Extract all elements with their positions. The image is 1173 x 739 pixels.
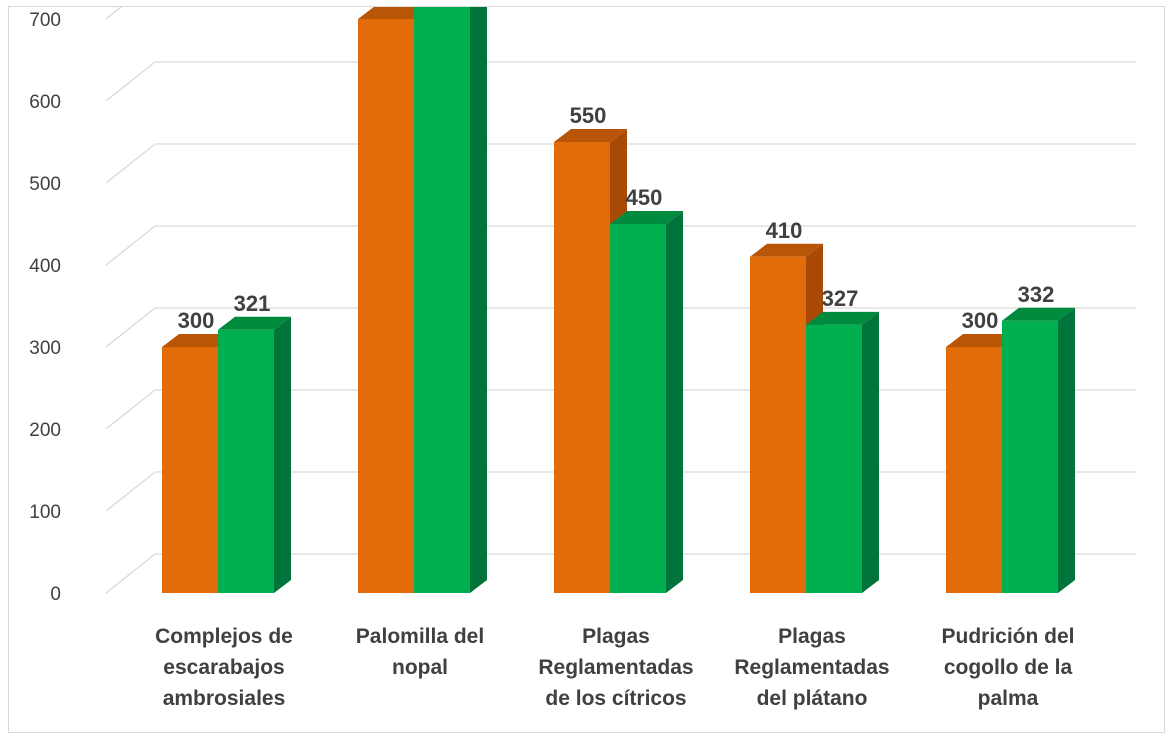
category-label-line: Plagas: [582, 625, 650, 648]
data-label: 300: [962, 308, 999, 333]
bar-side: [470, 7, 487, 593]
category-label: Pudrición del cogollo de la palma: [918, 621, 1098, 714]
bar-side: [274, 316, 291, 593]
y-tick-label: 500: [29, 174, 61, 195]
bar-top: [218, 316, 291, 330]
data-label: 410: [766, 218, 803, 243]
data-label: 550: [570, 103, 607, 128]
data-label: 321: [234, 291, 271, 316]
chart-plot: 0100200300400500600700800300321700732550…: [29, 7, 1136, 605]
bar: [414, 7, 470, 593]
gridline: [105, 143, 1136, 184]
category-label-line: del plátano: [756, 687, 868, 710]
bar-top: [610, 211, 683, 224]
bar: [750, 256, 806, 593]
category-label-line: de los cítricos: [545, 687, 687, 710]
gridline: [105, 7, 123, 20]
bar: [946, 347, 1002, 593]
y-tick-label: 700: [29, 10, 61, 31]
chart-frame: 0100200300400500600700800300321700732550…: [8, 6, 1165, 733]
category-label-line: nopal: [392, 656, 448, 679]
bar: [806, 324, 862, 593]
category-label-line: Plagas: [778, 625, 846, 648]
category-label-line: Reglamentadas: [538, 656, 694, 679]
bar-top: [358, 7, 430, 19]
y-tick-label: 300: [29, 338, 61, 359]
data-label: 332: [1018, 282, 1055, 307]
category-label-line: Reglamentadas: [734, 656, 890, 679]
category-label-line: Palomilla del: [355, 625, 485, 648]
category-label: Plagas Reglamentadas del plátano: [722, 621, 902, 714]
data-label: 327: [822, 286, 859, 311]
bar: [554, 142, 610, 593]
y-tick-label: 400: [29, 256, 61, 277]
category-label: Palomilla del nopal: [330, 621, 510, 683]
gridline: [105, 61, 1136, 102]
gridline: [105, 225, 1136, 266]
category-label: Complejos de escarabajos ambrosiales: [134, 621, 314, 714]
bar-top: [946, 334, 1019, 347]
category-label-line: Pudrición del: [941, 625, 1075, 648]
bar-side: [862, 311, 879, 593]
category-label-line: cogollo de la: [943, 656, 1073, 679]
bar-top: [1002, 307, 1075, 321]
bar: [1002, 320, 1058, 593]
bar-top: [162, 334, 235, 347]
bar: [218, 329, 274, 593]
category-label-line: Complejos de: [155, 625, 293, 648]
y-tick-label: 100: [29, 502, 61, 523]
bar-side: [666, 211, 683, 593]
bar: [162, 347, 218, 593]
category-label-line: escarabajos: [163, 656, 285, 679]
bar: [610, 224, 666, 593]
bar: [358, 19, 414, 593]
category-label: Plagas Reglamentadas de los cítricos: [526, 621, 706, 714]
category-label-line: ambrosiales: [162, 687, 286, 710]
data-label: 300: [178, 308, 215, 333]
y-tick-label: 600: [29, 92, 61, 113]
data-label: 450: [626, 185, 663, 210]
bar-top: [750, 243, 823, 257]
y-tick-label: 0: [50, 584, 61, 605]
category-label-line: palma: [977, 687, 1039, 710]
bar-top: [554, 129, 627, 142]
y-tick-label: 200: [29, 420, 61, 441]
bar-top: [806, 311, 879, 325]
bar-side: [1058, 307, 1075, 593]
